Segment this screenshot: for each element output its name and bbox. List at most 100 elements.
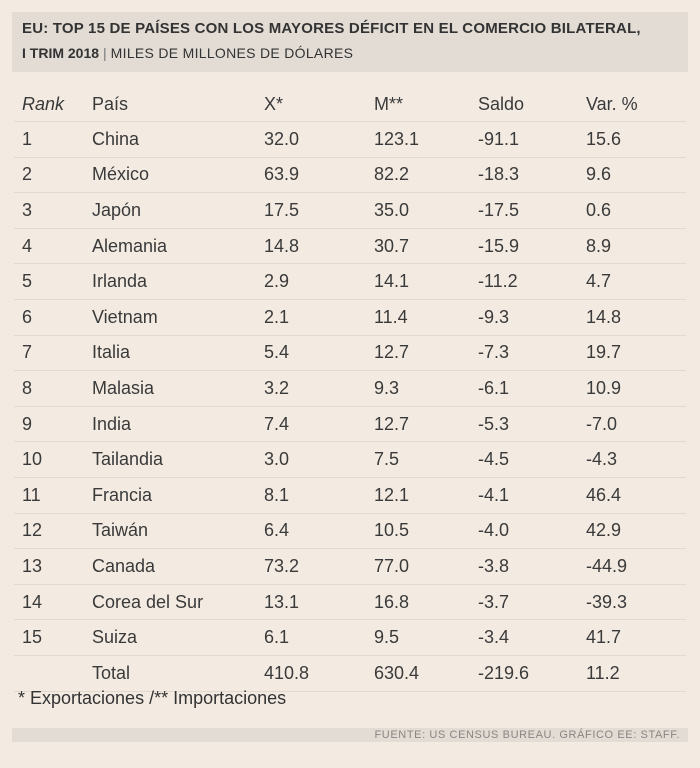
cell-saldo: -7.3 bbox=[478, 335, 586, 372]
cell-imports: 11.4 bbox=[374, 299, 478, 336]
column-header-x: X* bbox=[264, 87, 374, 122]
cell-rank bbox=[14, 655, 92, 692]
cell-imports: 9.5 bbox=[374, 619, 478, 656]
cell-saldo: -3.8 bbox=[478, 548, 586, 585]
table-body: 1 China 32.0 123.1 -91.1 15.6 2 México 63.9 82.2-… bbox=[14, 121, 686, 692]
table-row: 7 Italia 5.4 12.7 -7.3 19.7 bbox=[14, 335, 686, 372]
cell-rank: 12 bbox=[14, 513, 92, 550]
cell-saldo: -11.2 bbox=[478, 263, 586, 300]
cell-exports: 2.9 bbox=[264, 263, 374, 300]
cell-rank: 6 bbox=[14, 299, 92, 336]
cell-saldo: -91.1 bbox=[478, 121, 586, 158]
data-table: Rank País X* M** Saldo Var. % 1 China 32.0… bbox=[14, 87, 686, 692]
chart-subtitle: I TRIM 2018 | MILES DE MILLONES DE DÓLARES bbox=[22, 45, 353, 61]
cell-rank: 5 bbox=[14, 263, 92, 300]
source-credit: FUENTE: US CENSUS BUREAU. GRÁFICO EE: ST… bbox=[374, 729, 680, 741]
cell-imports: 30.7 bbox=[374, 228, 478, 265]
table-row: 4 Alemania 14.8 30.7 -15.9 8.9 bbox=[14, 228, 686, 265]
cell-pais: Alemania bbox=[92, 228, 264, 265]
cell-pais: India bbox=[92, 406, 264, 443]
cell-exports: 14.8 bbox=[264, 228, 374, 265]
cell-var: 42.9 bbox=[586, 513, 686, 550]
column-header-m: M** bbox=[374, 87, 478, 122]
cell-rank: 3 bbox=[14, 192, 92, 229]
cell-saldo: -219.6 bbox=[478, 655, 586, 692]
cell-pais: Canada bbox=[92, 548, 264, 585]
cell-rank: 2 bbox=[14, 157, 92, 194]
column-header-saldo: Saldo bbox=[478, 87, 586, 122]
title-bar: EU: TOP 15 DE PAÍSES CON LOS MAYORES DÉF… bbox=[12, 12, 688, 72]
cell-rank: 8 bbox=[14, 370, 92, 407]
cell-exports: 410.8 bbox=[264, 655, 374, 692]
cell-var: 9.6 bbox=[586, 157, 686, 194]
cell-imports: 12.1 bbox=[374, 477, 478, 514]
cell-imports: 14.1 bbox=[374, 263, 478, 300]
cell-var: 0.6 bbox=[586, 192, 686, 229]
cell-exports: 7.4 bbox=[264, 406, 374, 443]
cell-imports: 35.0 bbox=[374, 192, 478, 229]
cell-pais: México bbox=[92, 157, 264, 194]
cell-imports: 12.7 bbox=[374, 406, 478, 443]
table-row: 3 Japón 17.5 35.0 -17.5 0.6 bbox=[14, 192, 686, 229]
cell-imports: 9.3 bbox=[374, 370, 478, 407]
cell-rank: 13 bbox=[14, 548, 92, 585]
cell-pais: Francia bbox=[92, 477, 264, 514]
cell-saldo: -4.0 bbox=[478, 513, 586, 550]
table-row: 14 Corea del Sur 13.1 16.8 -3.7 -39.3 bbox=[14, 584, 686, 621]
table-row: 2 México 63.9 82.2 -18.3 9.6 bbox=[14, 157, 686, 194]
cell-rank: 1 bbox=[14, 121, 92, 158]
cell-pais: Tailandia bbox=[92, 441, 264, 478]
table-row: 13 Canada 73.2 77.0 -3.8 -44.9 bbox=[14, 548, 686, 585]
cell-exports: 8.1 bbox=[264, 477, 374, 514]
cell-saldo: -4.1 bbox=[478, 477, 586, 514]
cell-exports: 63.9 bbox=[264, 157, 374, 194]
subtitle-period: I TRIM 2018 bbox=[22, 45, 100, 61]
cell-saldo: -15.9 bbox=[478, 228, 586, 265]
source-bar: FUENTE: US CENSUS BUREAU. GRÁFICO EE: ST… bbox=[12, 728, 688, 742]
cell-var: 8.9 bbox=[586, 228, 686, 265]
cell-exports: 3.2 bbox=[264, 370, 374, 407]
cell-exports: 5.4 bbox=[264, 335, 374, 372]
cell-exports: 6.1 bbox=[264, 619, 374, 656]
table-row: 5 Irlanda 2.9 14.1 -11.2 4.7 bbox=[14, 263, 686, 300]
cell-var: 41.7 bbox=[586, 619, 686, 656]
cell-pais: Vietnam bbox=[92, 299, 264, 336]
cell-exports: 32.0 bbox=[264, 121, 374, 158]
cell-var: 14.8 bbox=[586, 299, 686, 336]
cell-pais: Irlanda bbox=[92, 263, 264, 300]
cell-rank: 9 bbox=[14, 406, 92, 443]
cell-saldo: -5.3 bbox=[478, 406, 586, 443]
cell-var: -39.3 bbox=[586, 584, 686, 621]
cell-imports: 16.8 bbox=[374, 584, 478, 621]
cell-var: 15.6 bbox=[586, 121, 686, 158]
chart-title: EU: TOP 15 DE PAÍSES CON LOS MAYORES DÉF… bbox=[22, 20, 641, 37]
cell-imports: 82.2 bbox=[374, 157, 478, 194]
subtitle-separator: | bbox=[103, 45, 107, 61]
cell-rank: 7 bbox=[14, 335, 92, 372]
cell-pais: Japón bbox=[92, 192, 264, 229]
cell-exports: 6.4 bbox=[264, 513, 374, 550]
cell-imports: 123.1 bbox=[374, 121, 478, 158]
cell-rank: 11 bbox=[14, 477, 92, 514]
cell-imports: 7.5 bbox=[374, 441, 478, 478]
cell-saldo: -6.1 bbox=[478, 370, 586, 407]
cell-exports: 73.2 bbox=[264, 548, 374, 585]
cell-saldo: -17.5 bbox=[478, 192, 586, 229]
cell-saldo: -18.3 bbox=[478, 157, 586, 194]
cell-saldo: -4.5 bbox=[478, 441, 586, 478]
cell-var: -44.9 bbox=[586, 548, 686, 585]
table-row: Total 410.8 630.4 -219.6 11.2 bbox=[14, 655, 686, 692]
cell-rank: 15 bbox=[14, 619, 92, 656]
cell-var: -7.0 bbox=[586, 406, 686, 443]
cell-imports: 10.5 bbox=[374, 513, 478, 550]
cell-exports: 2.1 bbox=[264, 299, 374, 336]
table-header-row: Rank País X* M** Saldo Var. % bbox=[14, 87, 686, 122]
table-row: 1 China 32.0 123.1 -91.1 15.6 bbox=[14, 121, 686, 158]
cell-saldo: -3.4 bbox=[478, 619, 586, 656]
column-header-rank: Rank bbox=[14, 87, 92, 122]
subtitle-units: MILES DE MILLONES DE DÓLARES bbox=[110, 45, 354, 61]
column-header-var: Var. % bbox=[586, 87, 686, 122]
cell-pais: Taiwán bbox=[92, 513, 264, 550]
cell-pais: Total bbox=[92, 655, 264, 692]
cell-exports: 3.0 bbox=[264, 441, 374, 478]
